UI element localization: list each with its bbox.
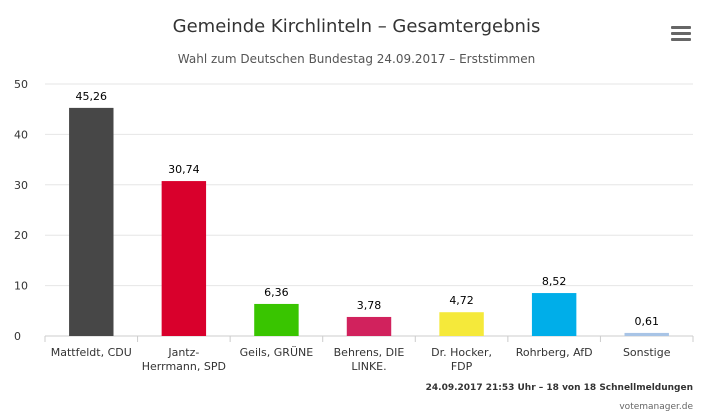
x-tick-label: Mattfeldt, CDU bbox=[51, 346, 132, 359]
x-tick-label: Geils, GRÜNE bbox=[240, 346, 314, 359]
x-tick-label: Behrens, DIE bbox=[334, 346, 405, 359]
bar bbox=[531, 293, 577, 336]
data-label: 6,36 bbox=[264, 286, 289, 299]
bar bbox=[624, 332, 669, 336]
data-label: 45,26 bbox=[76, 90, 108, 103]
bar bbox=[161, 181, 207, 336]
hamburger-menu-icon[interactable] bbox=[671, 26, 691, 42]
y-tick-label: 50 bbox=[14, 78, 28, 91]
data-label: 8,52 bbox=[542, 275, 567, 288]
data-label: 30,74 bbox=[168, 163, 200, 176]
data-label: 3,78 bbox=[357, 299, 382, 312]
x-tick-label: Rohrberg, AfD bbox=[516, 346, 593, 359]
chart-subtitle: Wahl zum Deutschen Bundestag 24.09.2017 … bbox=[177, 52, 536, 66]
source-credit[interactable]: votemanager.de bbox=[619, 402, 693, 412]
x-tick-label: LINKE. bbox=[351, 360, 386, 373]
x-tick-label: Sonstige bbox=[623, 346, 671, 359]
x-tick-label: Jantz- bbox=[167, 346, 199, 359]
bar bbox=[346, 316, 392, 336]
x-tick-label: Dr. Hocker, bbox=[431, 346, 492, 359]
bar bbox=[69, 107, 114, 336]
x-tick-label: Herrmann, SPD bbox=[142, 360, 226, 373]
bar bbox=[439, 312, 484, 336]
data-label: 4,72 bbox=[449, 294, 474, 307]
chart-title: Gemeinde Kirchlinteln – Gesamtergebnis bbox=[172, 16, 541, 37]
status-footer: 24.09.2017 21:53 Uhr – 18 von 18 Schnell… bbox=[425, 383, 693, 393]
y-tick-label: 10 bbox=[14, 280, 28, 293]
y-tick-label: 0 bbox=[14, 330, 21, 343]
data-label: 0,61 bbox=[634, 315, 659, 328]
y-tick-label: 40 bbox=[14, 128, 28, 141]
y-tick-label: 30 bbox=[14, 179, 28, 192]
bar bbox=[254, 303, 299, 336]
y-tick-label: 20 bbox=[14, 229, 28, 242]
x-tick-label: FDP bbox=[451, 360, 473, 373]
